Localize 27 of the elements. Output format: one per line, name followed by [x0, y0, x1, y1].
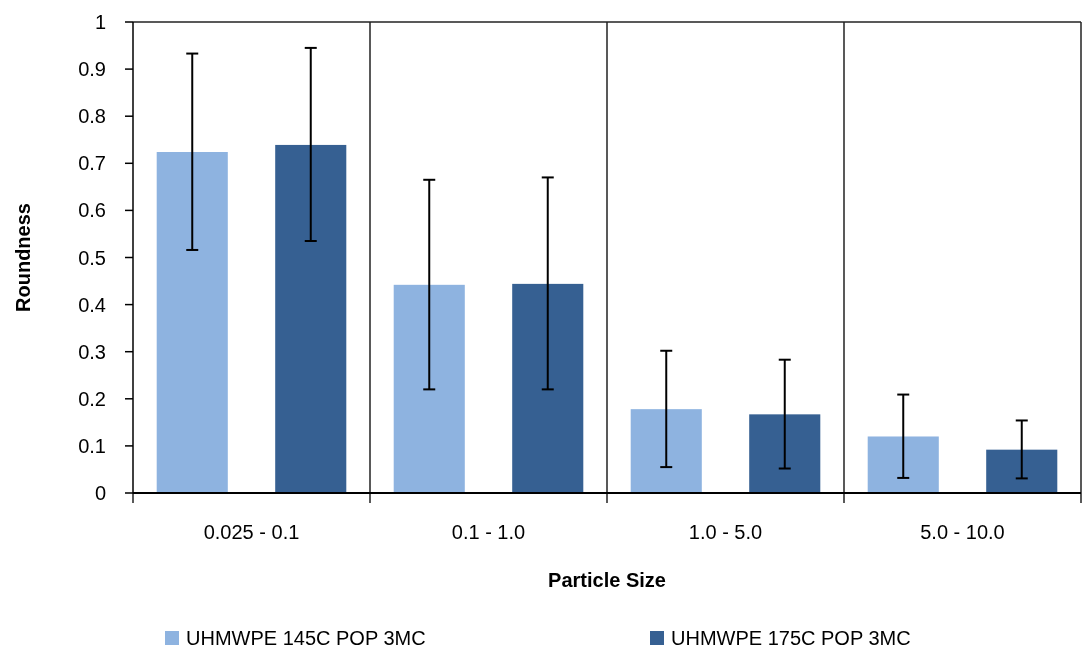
- bar: [393, 284, 465, 493]
- y-tick-label: 0.2: [78, 387, 106, 410]
- bar: [275, 144, 347, 493]
- y-tick-label: 0.9: [78, 58, 106, 81]
- bar: [867, 436, 939, 493]
- bar: [156, 152, 228, 493]
- y-axis-title: Roundness: [12, 203, 34, 312]
- x-tick-label: 1.0 - 5.0: [688, 521, 763, 543]
- bar: [630, 409, 702, 493]
- y-tick-label: 0.1: [78, 434, 106, 457]
- y-tick-label: 0.3: [78, 340, 106, 363]
- y-tick-label: 0.5: [78, 246, 106, 269]
- y-tick-label: 0.4: [78, 293, 106, 316]
- y-tick-label: 0.7: [78, 152, 106, 175]
- bar: [749, 414, 821, 493]
- x-tick-label: 0.025 - 0.1: [203, 521, 300, 543]
- y-tick-label: 0: [94, 482, 106, 504]
- x-tick-label: 0.1 - 1.0: [451, 521, 526, 543]
- bar: [512, 283, 584, 493]
- y-tick-label: 0.6: [78, 199, 106, 222]
- x-axis-title: Particle Size: [548, 569, 666, 591]
- legend-label: UHMWPE 175C POP 3MC: [671, 627, 911, 649]
- bar: [986, 449, 1058, 493]
- legend-label: UHMWPE 145C POP 3MC: [186, 627, 426, 649]
- x-tick-label: 5.0 - 10.0: [920, 521, 1005, 543]
- y-tick-label: 1: [94, 11, 106, 33]
- y-tick-label: 0.8: [78, 105, 106, 128]
